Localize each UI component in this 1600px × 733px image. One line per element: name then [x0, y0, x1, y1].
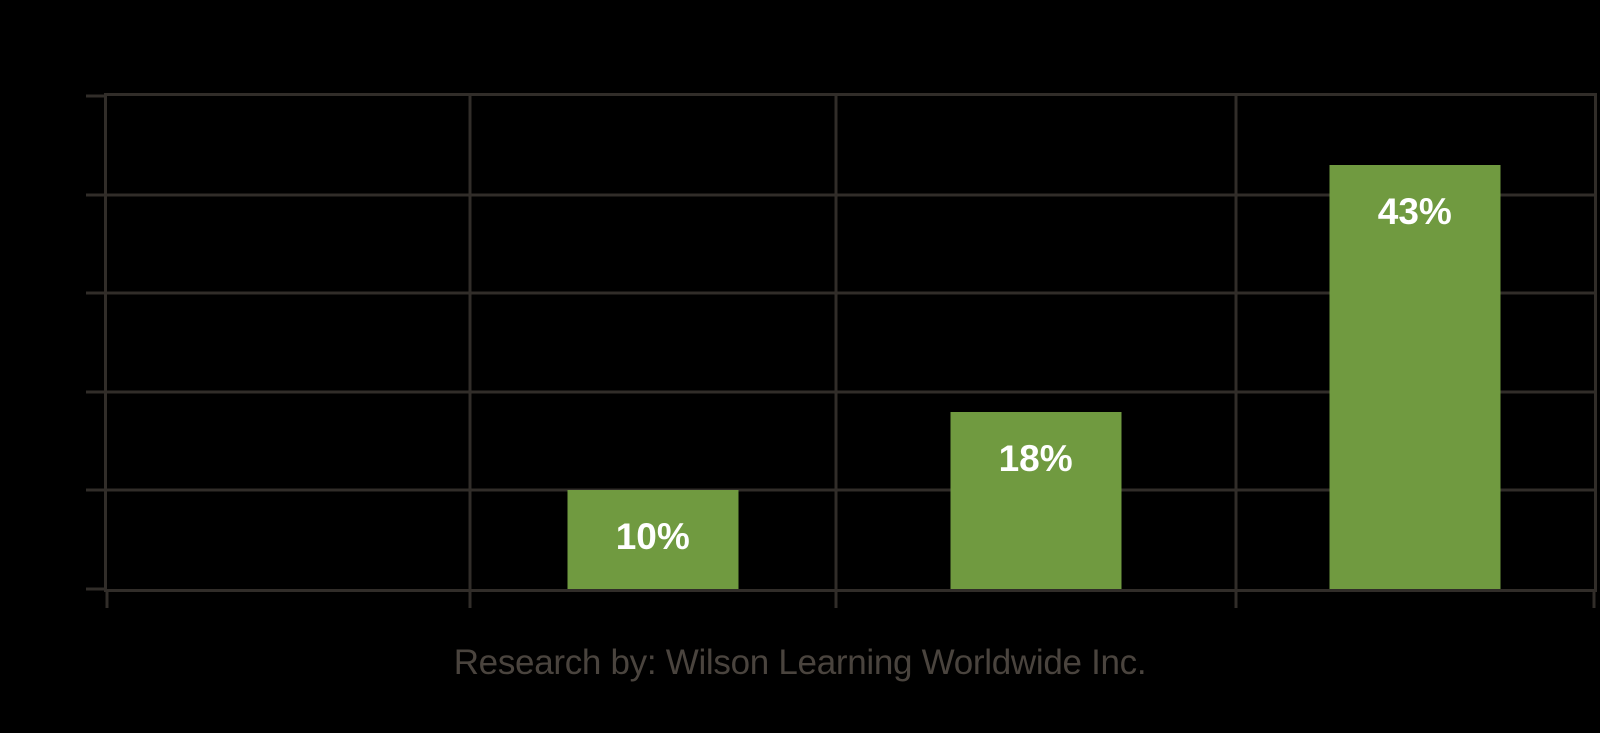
- vertical-gridline: [834, 96, 838, 589]
- chart-plot-area: 10% 18% 43%: [86, 93, 1597, 608]
- y-axis-tick: [86, 193, 104, 197]
- chart-caption: Research by: Wilson Learning Worldwide I…: [453, 643, 1147, 682]
- bar: 10%: [567, 490, 739, 589]
- horizontal-gridline: [107, 193, 1594, 197]
- vertical-gridline: [468, 96, 472, 589]
- bar-value-label: 18%: [998, 437, 1073, 479]
- bar: 18%: [950, 411, 1122, 589]
- horizontal-gridline: [107, 390, 1594, 394]
- y-axis-tick: [86, 488, 104, 492]
- horizontal-gridline: [107, 488, 1594, 492]
- x-axis-tick: [468, 592, 472, 608]
- bar: 43%: [1329, 165, 1501, 589]
- y-axis-tick: [86, 94, 104, 98]
- x-axis-tick: [1234, 592, 1238, 608]
- vertical-gridline: [1234, 96, 1238, 589]
- y-axis-tick: [86, 587, 104, 591]
- y-axis-tick: [86, 291, 104, 295]
- x-axis-tick: [105, 592, 109, 608]
- x-axis-tick: [834, 592, 838, 608]
- x-axis-tick: [1592, 592, 1596, 608]
- bar-value-label: 10%: [615, 516, 690, 558]
- y-axis-tick: [86, 390, 104, 394]
- bar-value-label: 43%: [1377, 191, 1452, 233]
- horizontal-gridline: [107, 291, 1594, 295]
